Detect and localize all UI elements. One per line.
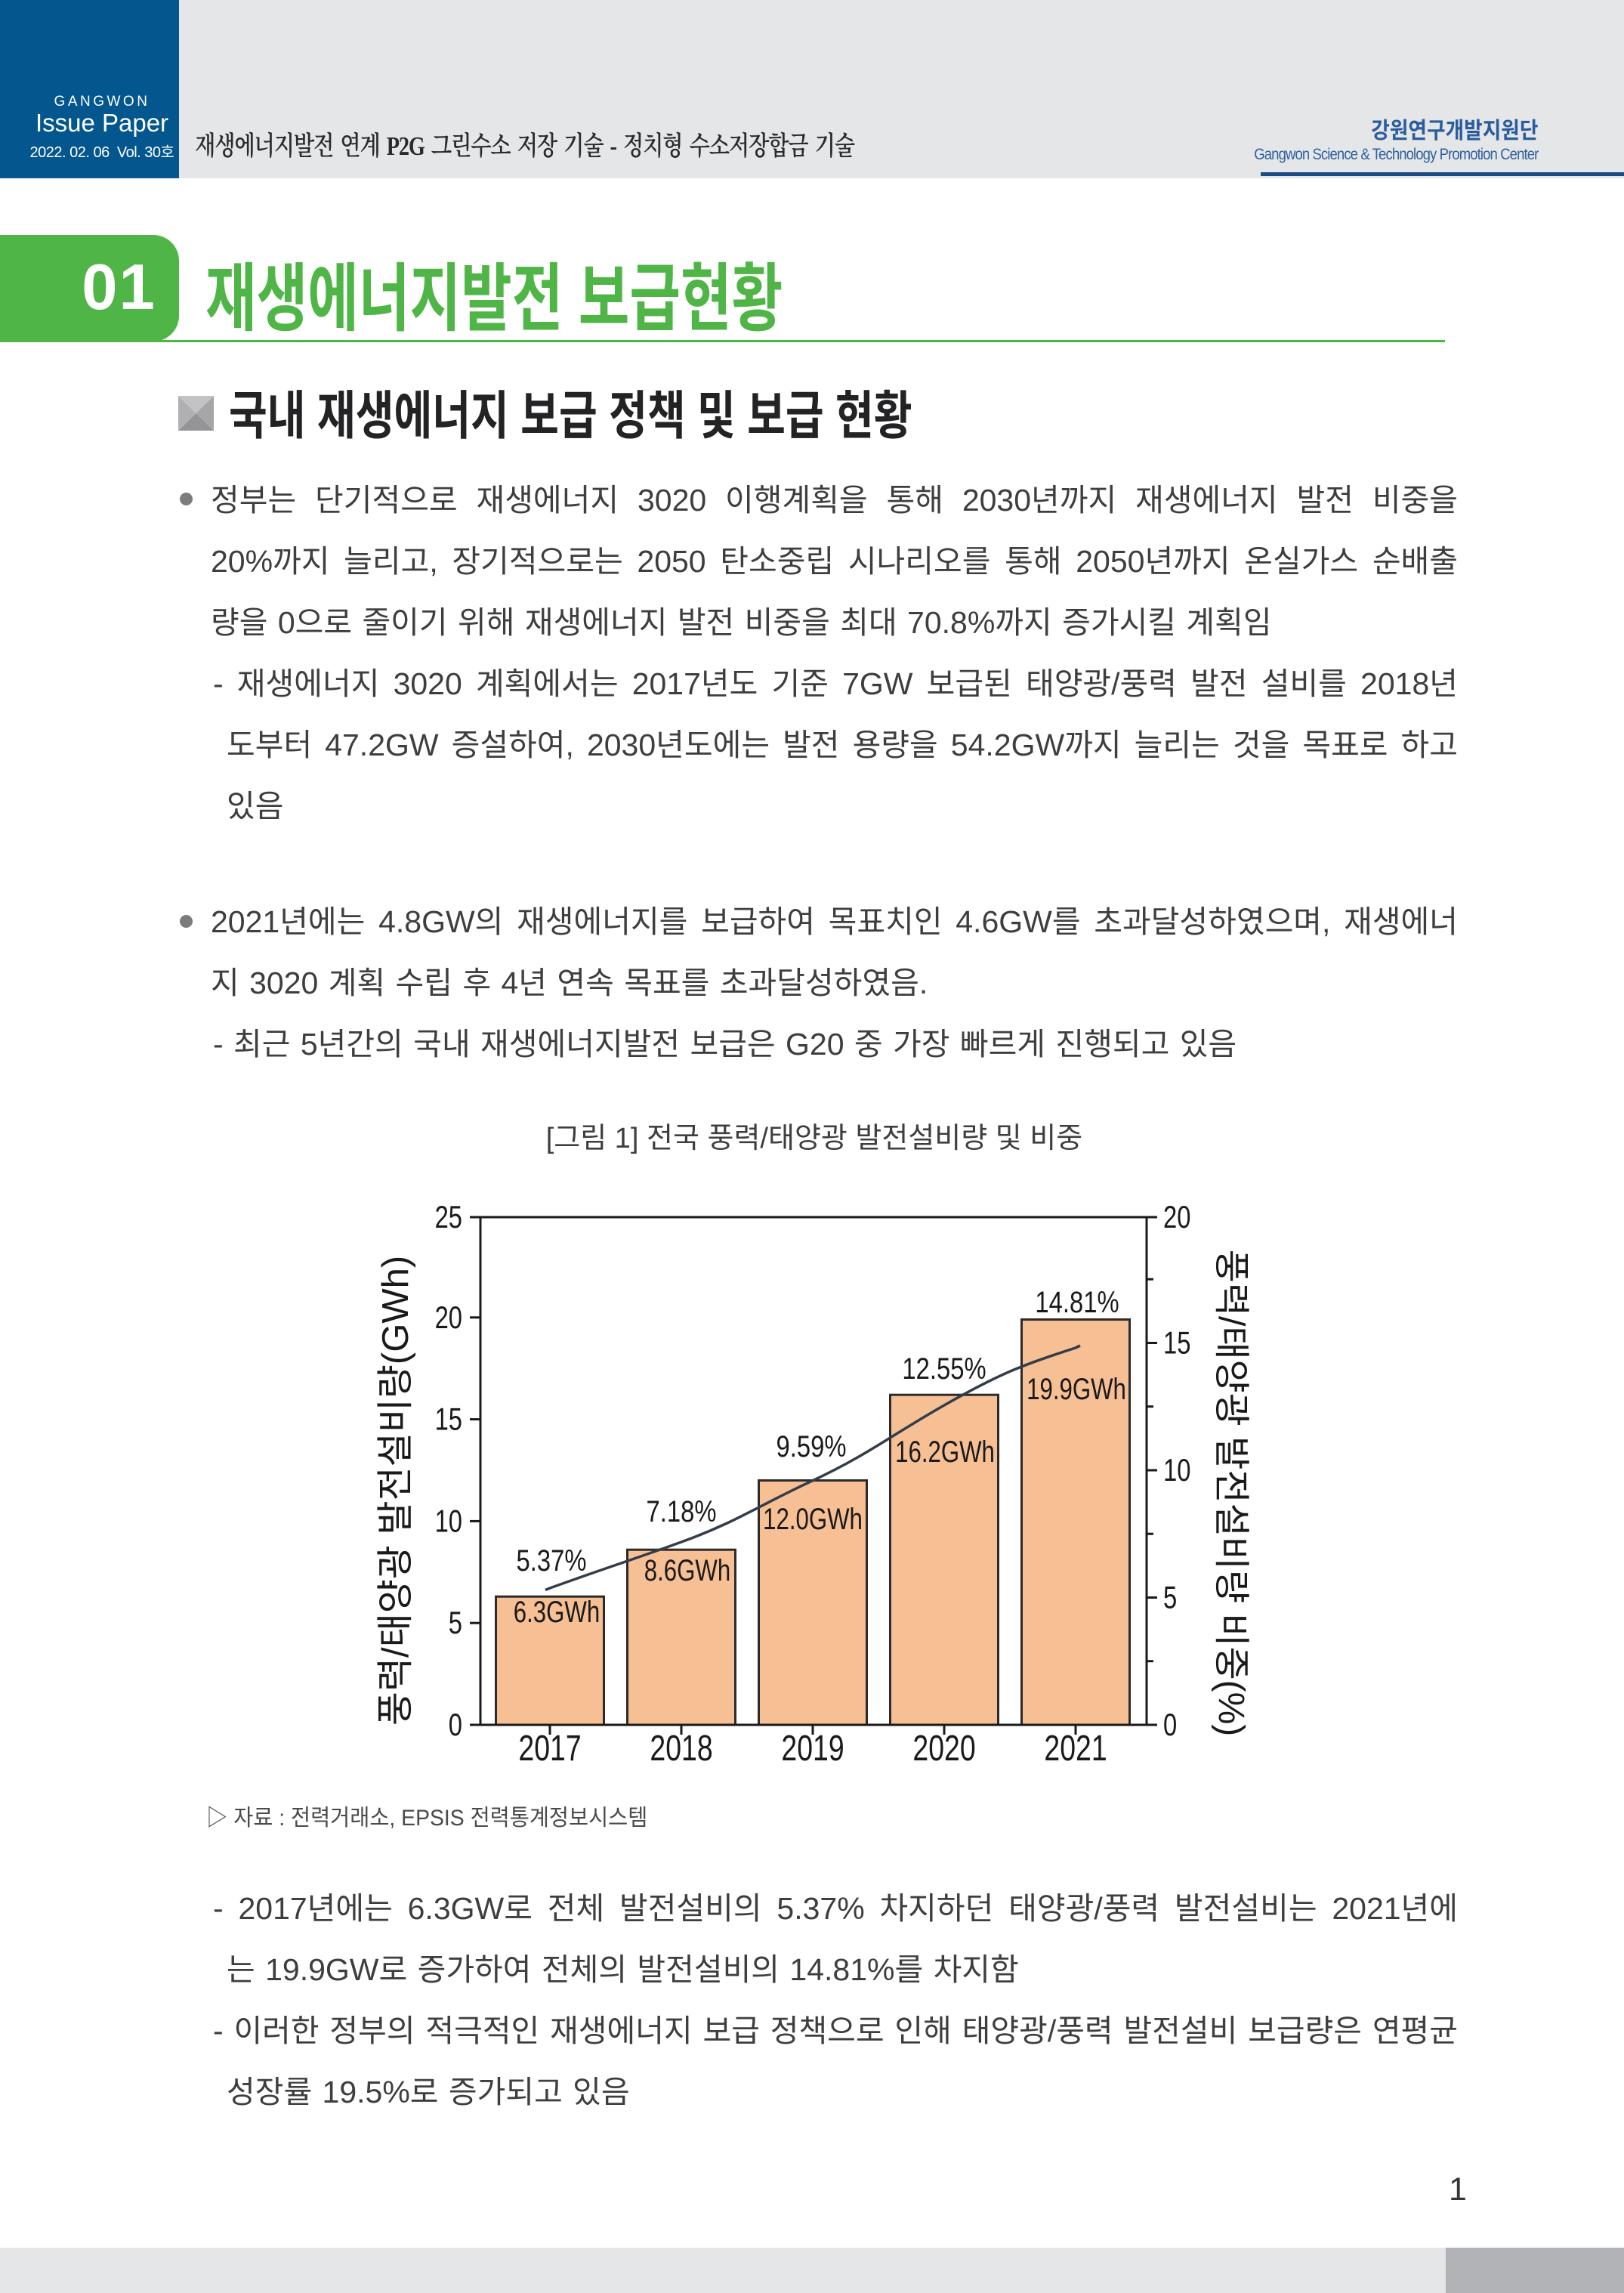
svg-text:5: 5 xyxy=(1163,1580,1177,1615)
svg-text:풍력/태양광 발전설비량(GWh): 풍력/태양광 발전설비량(GWh) xyxy=(375,1256,416,1726)
svg-text:20: 20 xyxy=(435,1299,462,1335)
svg-text:15: 15 xyxy=(1163,1325,1190,1361)
svg-text:5: 5 xyxy=(449,1605,462,1640)
svg-text:10: 10 xyxy=(435,1503,462,1538)
svg-text:14.81%: 14.81% xyxy=(1035,1285,1119,1319)
svg-text:9.59%: 9.59% xyxy=(776,1429,847,1463)
svg-text:20: 20 xyxy=(1163,1199,1190,1235)
svg-text:2020: 2020 xyxy=(912,1729,975,1769)
svg-text:0: 0 xyxy=(449,1707,462,1742)
svg-text:12.0GWh: 12.0GWh xyxy=(763,1502,863,1536)
svg-text:2017: 2017 xyxy=(518,1729,581,1769)
svg-text:풍력/태양광 발전설비량 비중(%): 풍력/태양광 발전설비량 비중(%) xyxy=(1211,1250,1251,1737)
svg-text:2021: 2021 xyxy=(1044,1729,1107,1769)
svg-text:2018: 2018 xyxy=(650,1729,712,1769)
svg-text:5.37%: 5.37% xyxy=(517,1544,587,1578)
svg-text:2019: 2019 xyxy=(781,1729,844,1769)
svg-text:7.18%: 7.18% xyxy=(647,1494,717,1528)
svg-text:10: 10 xyxy=(1163,1452,1190,1488)
svg-text:6.3GWh: 6.3GWh xyxy=(514,1595,600,1629)
svg-text:19.9GWh: 19.9GWh xyxy=(1027,1372,1126,1406)
svg-text:15: 15 xyxy=(435,1401,462,1437)
svg-text:16.2GWh: 16.2GWh xyxy=(895,1435,995,1469)
svg-text:12.55%: 12.55% xyxy=(902,1352,986,1386)
svg-text:25: 25 xyxy=(435,1199,462,1235)
svg-text:8.6GWh: 8.6GWh xyxy=(644,1553,730,1587)
svg-text:0: 0 xyxy=(1163,1707,1177,1742)
